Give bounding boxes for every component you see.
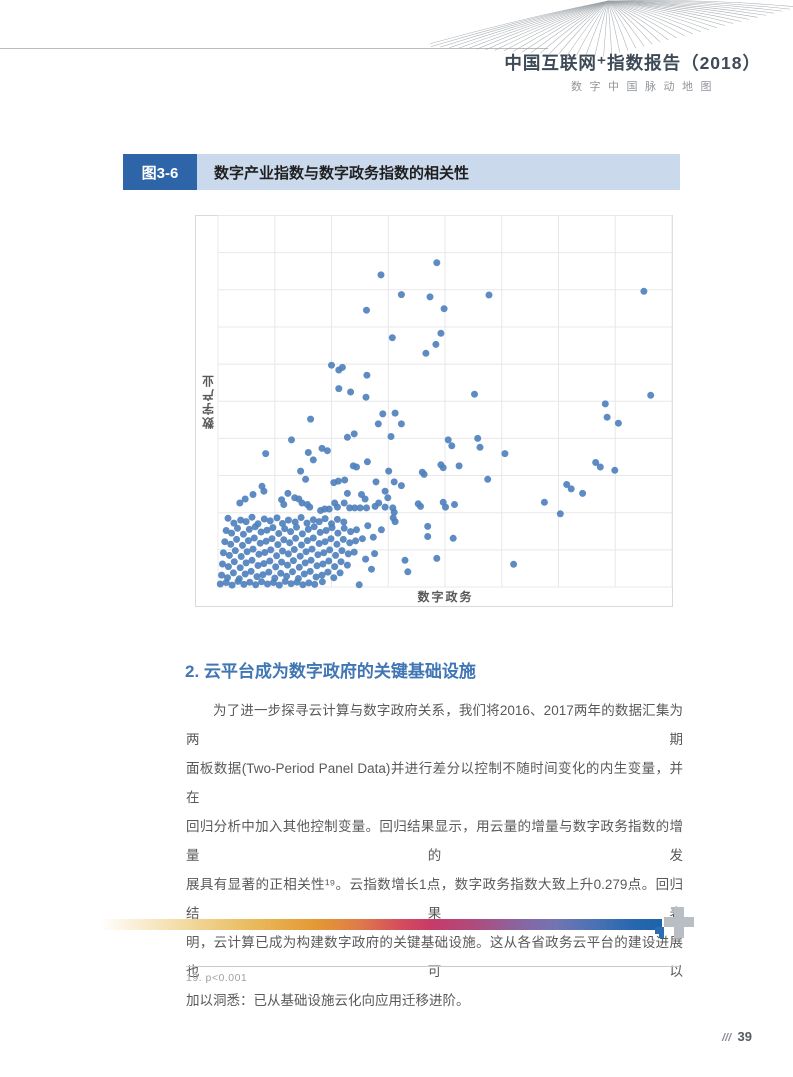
section-heading: 2. 云平台成为数字政府的关键基础设施	[185, 662, 476, 681]
figure-number-badge: 图3-6	[123, 154, 197, 190]
page-number: 39	[737, 1029, 752, 1044]
header-divider-line	[0, 48, 548, 49]
body-paragraph: 为了进一步探寻云计算与数字政府关系，我们将2016、2017两年的数据汇集为两期…	[186, 696, 683, 1015]
footnote-text: 19. p<0.001	[186, 972, 248, 984]
plus-icon	[655, 906, 697, 942]
chart-y-axis-label: 数字产业	[201, 373, 216, 429]
paragraph-line: 加以洞悉：已从基础设施云化向应用迁移进阶。	[186, 993, 470, 1008]
report-subtitle: 数字中国脉动地图	[571, 81, 719, 93]
chart-x-axis-label: 数字政务	[417, 590, 474, 604]
page-footer-slashes: ///	[722, 1032, 732, 1044]
footnote-divider-line	[186, 966, 680, 967]
figure-caption-bar: 图3-6 数字产业指数与数字政务指数的相关性	[123, 154, 680, 190]
paragraph-line: 面板数据(Two-Period Panel Data)并进行差分以控制不随时间变…	[186, 761, 683, 805]
plus-icon-blue-fragment	[659, 932, 664, 938]
plus-icon-horizontal-bar	[664, 917, 694, 927]
scatter-chart	[195, 215, 673, 607]
paragraph-line: 展具有显著的正相关性¹⁹。云指数增长1点，数字政务指数大致上升0.279点。回归…	[186, 877, 683, 921]
gradient-divider-bar	[100, 919, 662, 930]
mesh-decoration	[421, 0, 793, 60]
paragraph-line: 回归分析中加入其他控制变量。回归结果显示，用云量的增量与数字政务指数的增量的发	[186, 819, 683, 863]
plus-icon-blue-fragment	[655, 927, 664, 934]
figure-title: 数字产业指数与数字政务指数的相关性	[197, 154, 680, 190]
page-footer: /// 39	[722, 1029, 752, 1044]
paragraph-line: 为了进一步探寻云计算与数字政府关系，我们将2016、2017两年的数据汇集为两期	[186, 703, 683, 747]
report-title: 中国互联网⁺指数报告（2018）	[504, 53, 761, 73]
paragraph-line: 明，云计算已成为构建数字政府的关键基础设施。这从各省政务云平台的建设进展也可以	[186, 935, 683, 979]
